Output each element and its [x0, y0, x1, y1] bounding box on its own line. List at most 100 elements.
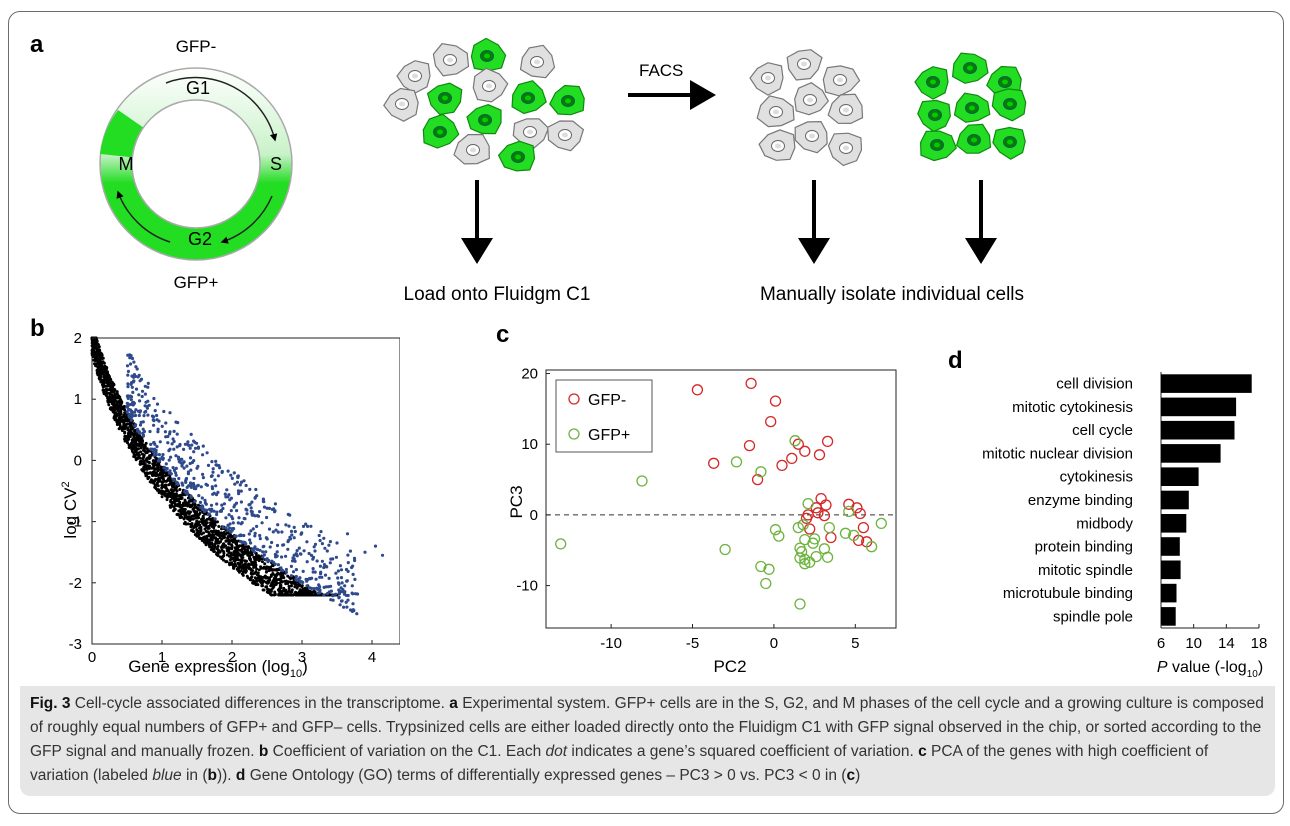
c-point-gfp-plus: [636, 475, 648, 487]
c-point-gfp-plus: [802, 497, 814, 510]
b-point-low-cv: [276, 578, 280, 582]
b-point-high-cv: [152, 440, 156, 445]
caption-text: Cell-cycle associated differences in the…: [70, 695, 450, 712]
b-point-high-cv: [305, 584, 309, 588]
b-point-high-cv: [205, 483, 209, 487]
b-point-high-cv: [322, 563, 327, 567]
b-point-low-cv: [215, 531, 219, 535]
b-point-low-cv: [243, 547, 247, 551]
b-point-high-cv: [131, 400, 136, 404]
b-point-high-cv: [227, 493, 231, 497]
b-point-low-cv: [142, 465, 146, 469]
b-point-high-cv: [308, 576, 312, 581]
b-point-high-cv: [168, 432, 172, 436]
b-point-high-cv: [127, 407, 131, 412]
c-point-gfp-plus: [807, 537, 819, 549]
c-point-gfp-minus: [857, 521, 870, 534]
b-point-low-cv: [227, 542, 231, 546]
caption-text: Experimental system. GFP+ cells are in t…: [30, 695, 1264, 760]
b-point-high-cv: [146, 385, 150, 389]
b-point-low-cv: [112, 390, 116, 394]
cycle-top-label: GFP-: [176, 37, 217, 56]
b-point-high-cv: [220, 503, 224, 507]
b-point-low-cv: [246, 553, 250, 557]
gfp-negative-cell: [512, 118, 550, 149]
down-arrow-load: [461, 180, 493, 264]
b-point-high-cv: [141, 427, 145, 431]
b-point-high-cv: [235, 480, 239, 484]
b-point-low-cv: [186, 522, 190, 526]
d-category-label: mitotic spindle: [1038, 562, 1133, 579]
b-point-high-cv: [249, 541, 253, 545]
b-point-high-cv: [238, 483, 242, 487]
cell-clusters: [383, 37, 1027, 172]
b-point-high-cv: [200, 496, 204, 500]
b-point-high-cv: [338, 603, 342, 607]
d-category-label: midbody: [1076, 515, 1133, 532]
b-point-high-cv: [230, 527, 234, 531]
b-point-low-cv: [193, 510, 197, 514]
b-point-low-cv: [272, 584, 276, 587]
b-point-high-cv: [223, 492, 227, 496]
b-point-low-cv: [137, 453, 141, 457]
d-category-label: spindle pole: [1053, 608, 1133, 625]
b-point-low-cv: [164, 479, 168, 483]
b-point-low-cv: [263, 562, 267, 566]
b-point-low-cv: [189, 525, 193, 529]
b-point-high-cv: [373, 544, 378, 548]
b-point-low-cv: [225, 549, 229, 553]
b-point-low-cv: [262, 579, 266, 583]
b-point-low-cv: [250, 560, 254, 564]
b-point-high-cv: [327, 543, 331, 547]
b-point-low-cv: [280, 580, 284, 584]
b-point-high-cv: [260, 521, 264, 525]
b-point-high-cv: [185, 442, 189, 446]
c-point-gfp-plus: [799, 558, 811, 570]
b-point-low-cv: [91, 340, 95, 344]
b-point-low-cv: [245, 574, 249, 578]
b-point-high-cv: [128, 362, 133, 366]
b-point-high-cv: [234, 501, 239, 505]
b-point-low-cv: [154, 471, 158, 475]
c-point-gfp-plus: [795, 546, 808, 558]
b-point-low-cv: [278, 587, 282, 591]
b-point-low-cv: [99, 372, 103, 376]
b-point-high-cv: [208, 507, 212, 511]
b-point-low-cv: [211, 547, 215, 551]
b-point-low-cv: [155, 481, 159, 485]
b-point-high-cv: [261, 555, 265, 559]
d-category-label: mitotic cytokinesis: [1012, 399, 1133, 416]
b-point-low-cv: [271, 579, 275, 583]
b-point-low-cv: [164, 471, 168, 475]
b-point-low-cv: [254, 570, 258, 574]
b-point-high-cv: [380, 553, 385, 557]
b-point-low-cv: [200, 518, 204, 522]
b-point-low-cv: [127, 434, 131, 438]
b-point-high-cv: [353, 592, 358, 596]
b-point-low-cv: [250, 551, 254, 555]
b-point-high-cv: [177, 476, 181, 481]
b-point-low-cv: [254, 565, 258, 569]
b-point-high-cv: [197, 494, 201, 498]
b-point-high-cv: [201, 444, 205, 448]
b-point-high-cv: [199, 506, 203, 510]
b-point-high-cv: [318, 585, 322, 589]
b-point-low-cv: [220, 537, 224, 541]
d-bar: [1161, 560, 1181, 580]
b-point-high-cv: [320, 575, 324, 579]
b-point-high-cv: [158, 440, 162, 444]
b-point-low-cv: [102, 361, 106, 365]
b-point-low-cv: [265, 590, 269, 594]
b-point-low-cv: [166, 495, 170, 499]
b-point-low-cv: [152, 459, 156, 463]
b-point-high-cv: [155, 402, 160, 406]
b-point-low-cv: [243, 559, 247, 563]
b-point-high-cv: [256, 514, 261, 518]
b-point-high-cv: [174, 420, 178, 424]
b-point-low-cv: [207, 517, 211, 520]
b-point-high-cv: [292, 536, 296, 540]
b-point-high-cv: [210, 485, 214, 489]
b-point-low-cv: [212, 522, 216, 526]
b-point-low-cv: [132, 455, 136, 458]
b-point-low-cv: [222, 551, 226, 555]
